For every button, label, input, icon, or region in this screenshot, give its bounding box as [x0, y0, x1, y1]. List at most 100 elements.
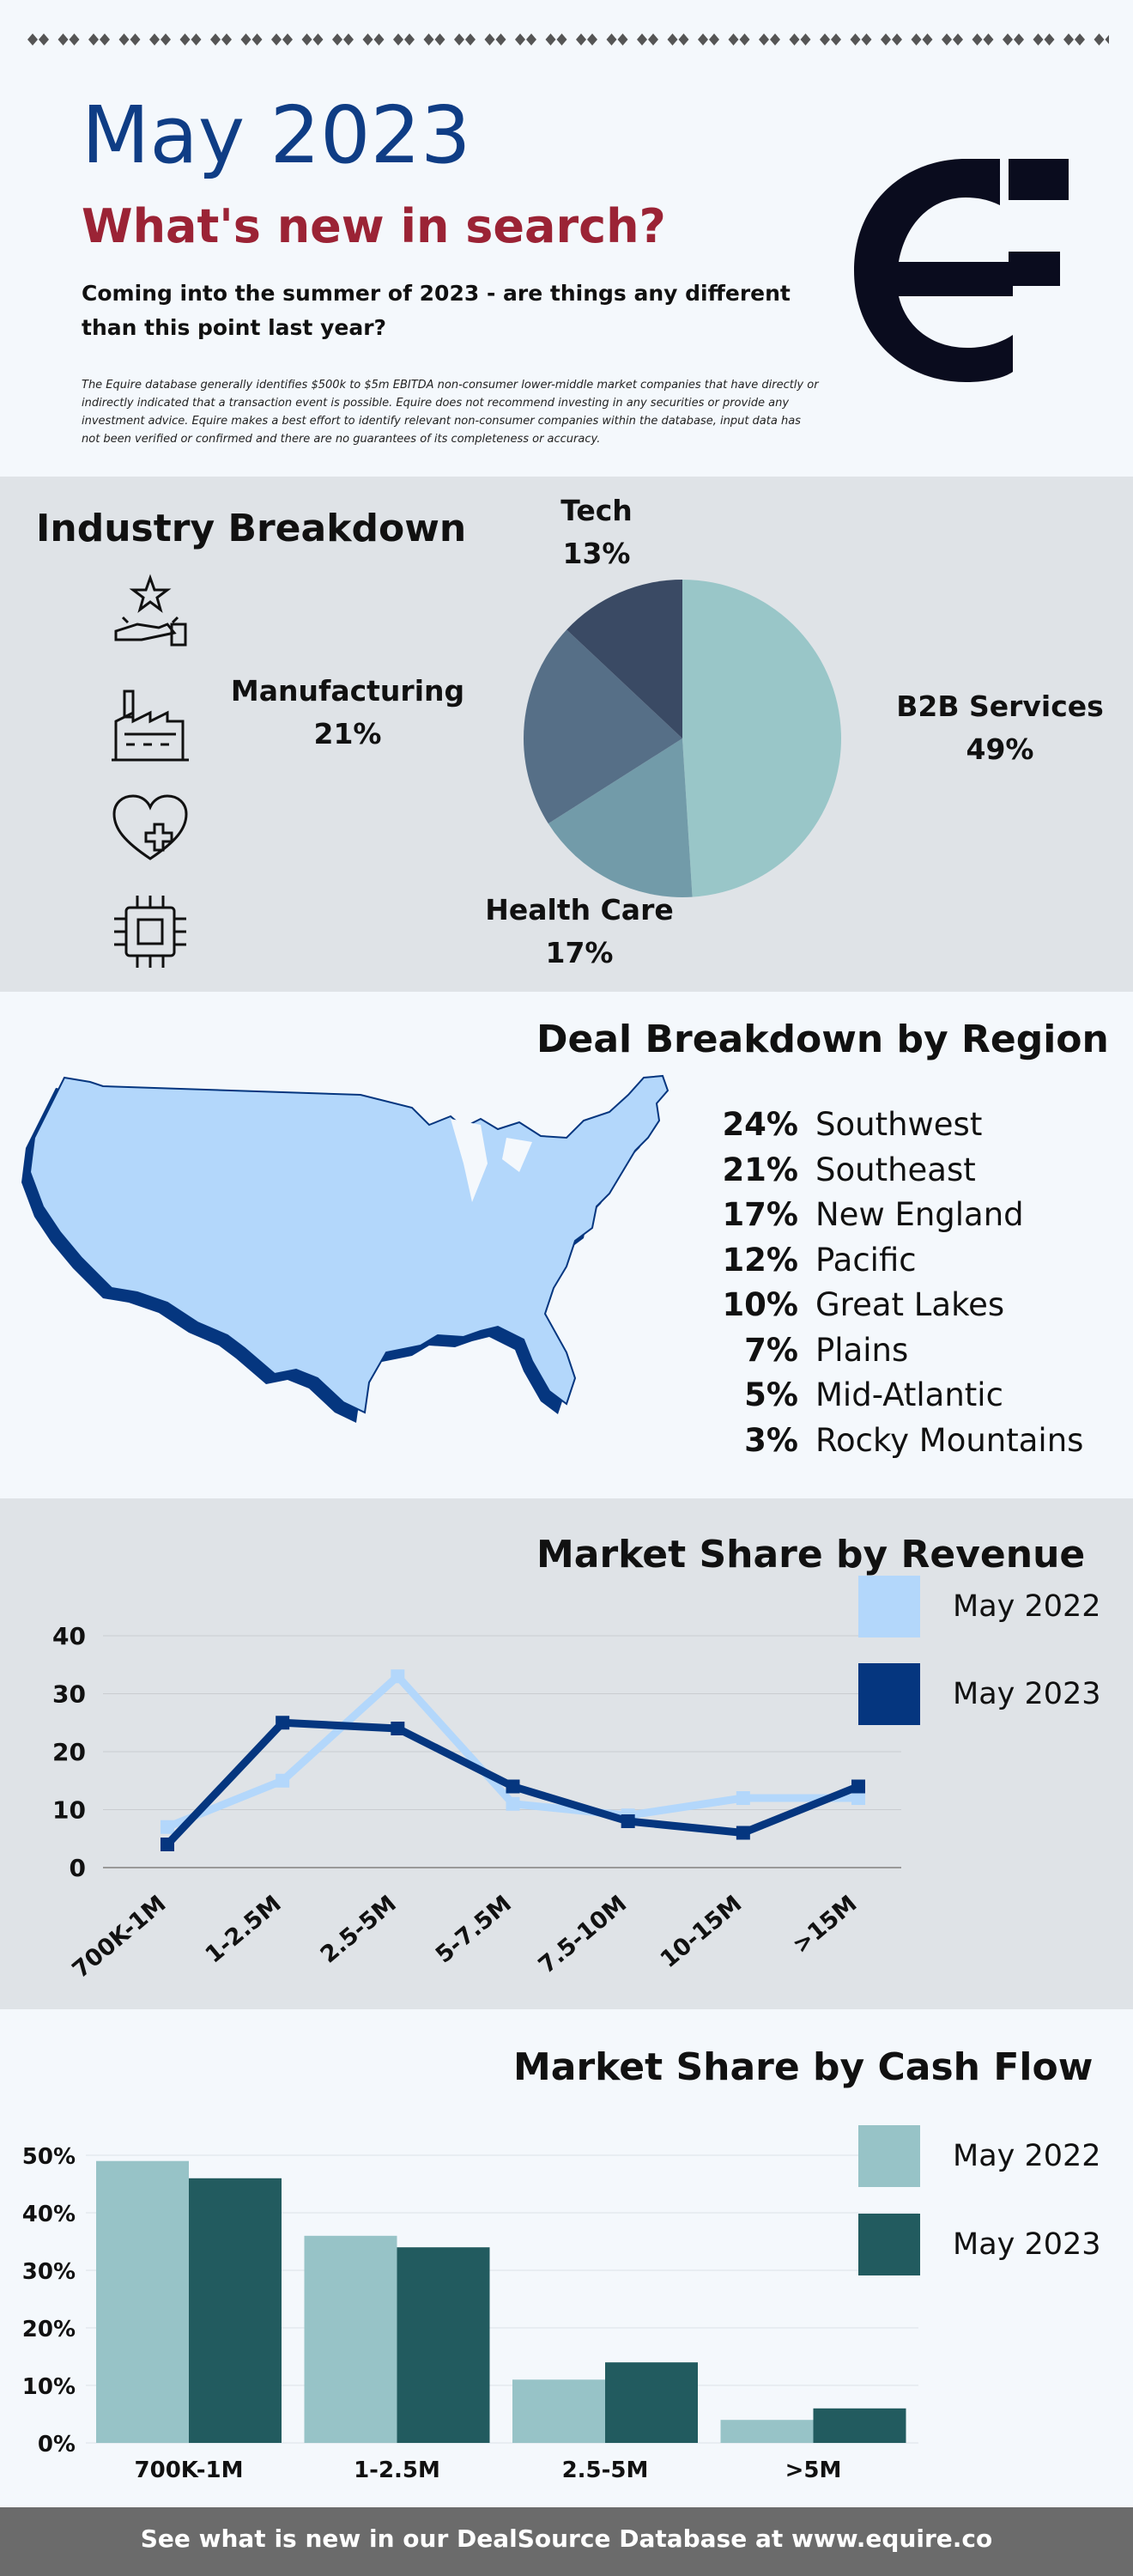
- diamond-icon: [587, 33, 597, 46]
- diamond-icon: [1105, 33, 1116, 46]
- diamond-icon: [373, 33, 385, 46]
- data-point: [736, 1791, 750, 1805]
- diamond-icon: [332, 33, 342, 46]
- cashflow-title: Market Share by Cash Flow: [513, 2045, 1094, 2089]
- service-star-icon: [107, 571, 193, 657]
- diamond-icon: [1003, 33, 1013, 46]
- page-title: May 2023: [82, 89, 471, 181]
- region-name: Rocky Mountains: [815, 1421, 1084, 1459]
- x-tick-label: 5-7.5M: [431, 1891, 517, 1969]
- diamond-icon: [637, 33, 647, 46]
- x-tick-label: 1-2.5M: [354, 2458, 440, 2483]
- region-name: Southeast: [815, 1151, 976, 1188]
- diamond-icon: [648, 33, 658, 46]
- pie-label-tech: Tech 13%: [560, 494, 633, 570]
- cf-legend-label-2022: May 2022: [953, 2139, 1101, 2173]
- y-tick-label: 10%: [22, 2374, 76, 2400]
- diamond-icon: [393, 33, 403, 46]
- diamond-icon: [495, 33, 506, 46]
- region-pct: 17%: [722, 1196, 798, 1233]
- diamond-icon: [282, 33, 293, 46]
- chip-icon: [107, 889, 193, 975]
- diamond-icon: [161, 33, 171, 46]
- diamond-icon: [892, 33, 902, 46]
- x-tick-label: 2.5-5M: [316, 1891, 402, 1969]
- diamond-icon: [770, 33, 780, 46]
- region-pct: 12%: [722, 1241, 798, 1279]
- legend-swatch-2022: [858, 1576, 920, 1637]
- diamond-icon: [728, 33, 739, 46]
- diamond-icon: [454, 33, 464, 46]
- diamond-icon: [1094, 33, 1105, 46]
- diamond-icon: [1044, 33, 1055, 46]
- y-tick-label: 20%: [22, 2317, 76, 2342]
- pie-label-b2b: B2B Services 49%: [896, 690, 1104, 766]
- pie-slice-manufacturing: [524, 629, 682, 824]
- legend-label-2022: May 2022: [953, 1589, 1101, 1624]
- diamond-icon: [861, 33, 872, 46]
- region-row: 3% Rocky Mountains: [721, 1419, 1124, 1462]
- diamond-icon: [130, 33, 141, 46]
- diamond-icon: [678, 33, 689, 46]
- data-point: [621, 1814, 635, 1828]
- diamond-icon: [423, 33, 434, 46]
- y-tick-label: 50%: [22, 2144, 76, 2170]
- x-tick-label: >15M: [788, 1891, 863, 1959]
- diamond-icon: [484, 33, 495, 46]
- diamond-icon: [251, 33, 263, 46]
- region-pct: 5%: [744, 1376, 798, 1413]
- region-section: Deal Breakdown by Region 24% Southwest 21%…: [0, 992, 1133, 1498]
- y-tick-label: 30: [52, 1680, 86, 1709]
- x-tick-label: >5M: [785, 2458, 842, 2483]
- pie-slice-tech: [566, 580, 682, 738]
- diamond-icon: [301, 33, 312, 46]
- diamond-icon: [545, 33, 556, 46]
- y-tick-label: 40: [52, 1622, 86, 1650]
- pie-label-health: Health Care 17%: [485, 893, 674, 969]
- diamond-icon: [606, 33, 617, 46]
- data-point: [276, 1716, 290, 1730]
- diamond-icon: [698, 33, 708, 46]
- diamond-icon: [39, 33, 49, 46]
- region-name: Pacific: [815, 1241, 917, 1279]
- region-name: Great Lakes: [815, 1286, 1005, 1323]
- data-point: [391, 1669, 405, 1684]
- bar-may-2023: [397, 2247, 490, 2443]
- diamond-icon: [515, 33, 525, 46]
- diamond-icon: [149, 33, 160, 46]
- region-pct: 21%: [722, 1151, 798, 1188]
- industry-section: Industry Breakdown: [0, 477, 1133, 992]
- cf-legend-swatch-2022: [858, 2125, 920, 2187]
- y-tick-label: 10: [52, 1796, 86, 1825]
- diamond-icon: [100, 33, 110, 46]
- bar-may-2022: [720, 2420, 814, 2443]
- diamond-icon: [739, 33, 750, 46]
- pie-slice-health-care: [548, 738, 693, 897]
- footer-link-text[interactable]: See what is new in our DealSource Databa…: [140, 2524, 993, 2553]
- cf-legend-swatch-2023: [858, 2214, 920, 2275]
- x-tick-label: 700K-1M: [135, 2458, 244, 2483]
- footer-bar: See what is new in our DealSource Databa…: [0, 2507, 1133, 2576]
- y-tick-label: 40%: [22, 2202, 76, 2227]
- y-tick-label: 0: [70, 1854, 86, 1882]
- diamond-icon: [210, 33, 221, 46]
- bar-may-2023: [813, 2408, 906, 2443]
- diamond-icon: [983, 33, 994, 46]
- usa-map-icon: [21, 1074, 670, 1423]
- region-pct: 10%: [722, 1286, 798, 1323]
- cashflow-section: Market Share by Cash Flow 0% 10% 20% 30% 40%…: [0, 2009, 1133, 2507]
- diamond-icon: [27, 33, 38, 46]
- diamond-icon: [1075, 33, 1085, 46]
- bar-may-2022: [96, 2160, 189, 2443]
- diamond-icon: [271, 33, 282, 46]
- diamond-icon: [831, 33, 841, 46]
- diamond-icon: [88, 33, 99, 46]
- data-point: [506, 1796, 520, 1811]
- diamond-icon: [1063, 33, 1074, 46]
- region-row: 7% Plains: [721, 1329, 1124, 1372]
- diamond-icon: [118, 33, 130, 46]
- page-subtitle: What's new in search?: [82, 199, 666, 253]
- diamond-icon: [789, 33, 800, 46]
- y-tick-label: 0%: [38, 2432, 76, 2458]
- diamond-icon: [362, 33, 373, 46]
